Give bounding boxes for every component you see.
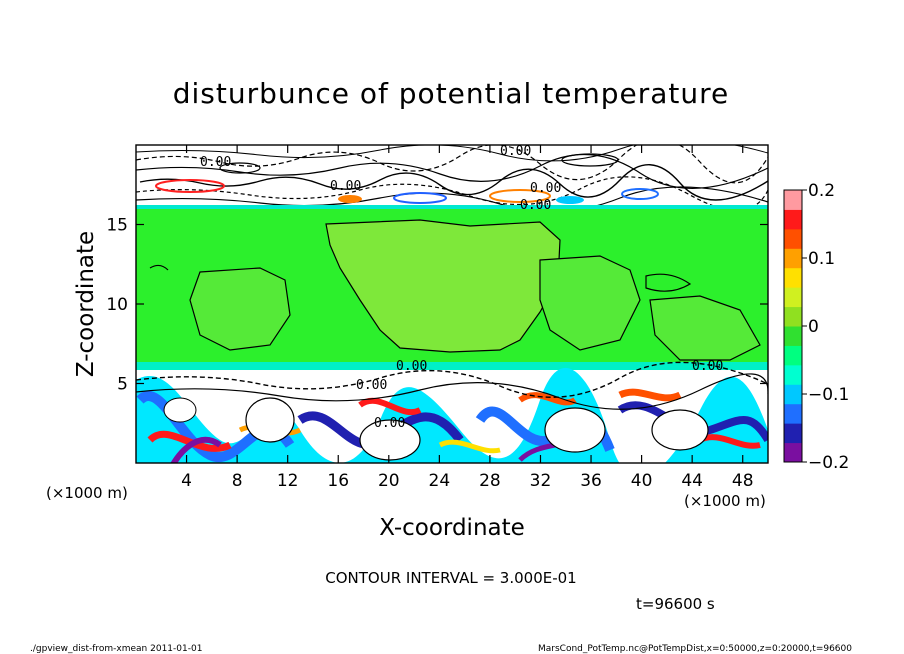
x-axis-unit-left: (×1000 m)	[46, 484, 128, 502]
x-axis-label: X-coordinate	[379, 515, 525, 541]
colorbar-segment	[784, 364, 802, 385]
contour-interval: CONTOUR INTERVAL = 3.000E-01	[325, 569, 576, 587]
colorbar-segment	[784, 442, 802, 463]
middle-band-top-edge	[136, 205, 768, 209]
y-tick-label: 5	[117, 375, 128, 395]
x-tick-label: 20	[378, 471, 400, 491]
footer-right: MarsCond_PotTemp.nc@PotTempDist,x=0:5000…	[538, 644, 852, 654]
x-axis-unit-right: (×1000 m)	[684, 492, 766, 510]
colorbar-segment	[784, 190, 802, 210]
y-axis-ticks: 5 10 15	[106, 216, 768, 395]
upper-band	[136, 145, 768, 213]
contour-label: 0.00	[396, 359, 427, 374]
lower-band	[136, 361, 768, 463]
x-tick-label: 28	[479, 471, 501, 491]
colorbar-tick-label: 0	[808, 317, 819, 337]
colorbar-segment	[784, 248, 802, 269]
colorbar-segment	[784, 287, 802, 308]
colorbar-segment	[784, 228, 802, 249]
x-tick-label: 4	[181, 471, 192, 491]
x-tick-label: 12	[277, 471, 299, 491]
y-tick-label: 15	[106, 216, 128, 236]
colorbar-tick-label: −0.2	[808, 453, 849, 473]
contour-label: 0.00	[356, 378, 387, 393]
x-tick-label: 16	[327, 471, 349, 491]
colorbar-ticks: 0.2 0.1 0 −0.1 −0.2	[802, 181, 849, 473]
colorbar-segment	[784, 267, 802, 288]
colorbar-segment	[784, 403, 802, 424]
colorbar-segment	[784, 306, 802, 327]
light-green-regions	[149, 219, 761, 361]
contour-label: 0.00	[374, 416, 405, 431]
colorbar	[784, 190, 802, 463]
x-tick-label: 44	[681, 471, 703, 491]
colorbar-segment	[784, 384, 802, 405]
x-tick-label: 8	[232, 471, 243, 491]
contour-label: 0.00	[520, 198, 551, 213]
colorbar-segment	[784, 326, 802, 346]
colorbar-tick-label: 0.1	[808, 249, 835, 269]
y-tick-label: 10	[106, 295, 128, 315]
colorbar-tick-label: 0.2	[808, 181, 835, 201]
field-image: 0.00 0.00 0.00 0.00 0.00 0.00 0.00 0.00 …	[136, 144, 768, 463]
x-tick-label: 32	[530, 471, 552, 491]
plot-area: 0.00 0.00 0.00 0.00 0.00 0.00 0.00 0.00 …	[106, 144, 769, 491]
contour-label: 0.00	[330, 179, 361, 194]
contour-labels: 0.00 0.00 0.00 0.00 0.00 0.00 0.00 0.00 …	[200, 144, 723, 431]
footer-left: ./gpview_dist-from-xmean 2011-01-01	[30, 644, 202, 654]
middle-band-bottom-edge	[136, 362, 768, 370]
contour-label: 0.00	[692, 359, 723, 374]
x-tick-label: 48	[732, 471, 754, 491]
x-tick-label: 40	[631, 471, 653, 491]
contour-label: 0.00	[200, 155, 231, 170]
colorbar-segment	[784, 209, 802, 230]
x-tick-label: 36	[580, 471, 602, 491]
colorbar-segment	[784, 345, 802, 366]
x-tick-label: 24	[429, 471, 451, 491]
colorbar-tick-label: −0.1	[808, 385, 849, 405]
y-axis-label: Z-coordinate	[73, 231, 99, 377]
x-axis-ticks: 4 8 12 16 20 24 28 32 36 40 44 48	[181, 145, 754, 491]
contour-label: 0.00	[500, 144, 531, 159]
chart-title: disturbunce of potential temperature	[173, 77, 730, 110]
time-stamp: t=96600 s	[636, 595, 715, 613]
contour-label: 0.00	[530, 181, 561, 196]
colorbar-segment	[784, 423, 802, 444]
